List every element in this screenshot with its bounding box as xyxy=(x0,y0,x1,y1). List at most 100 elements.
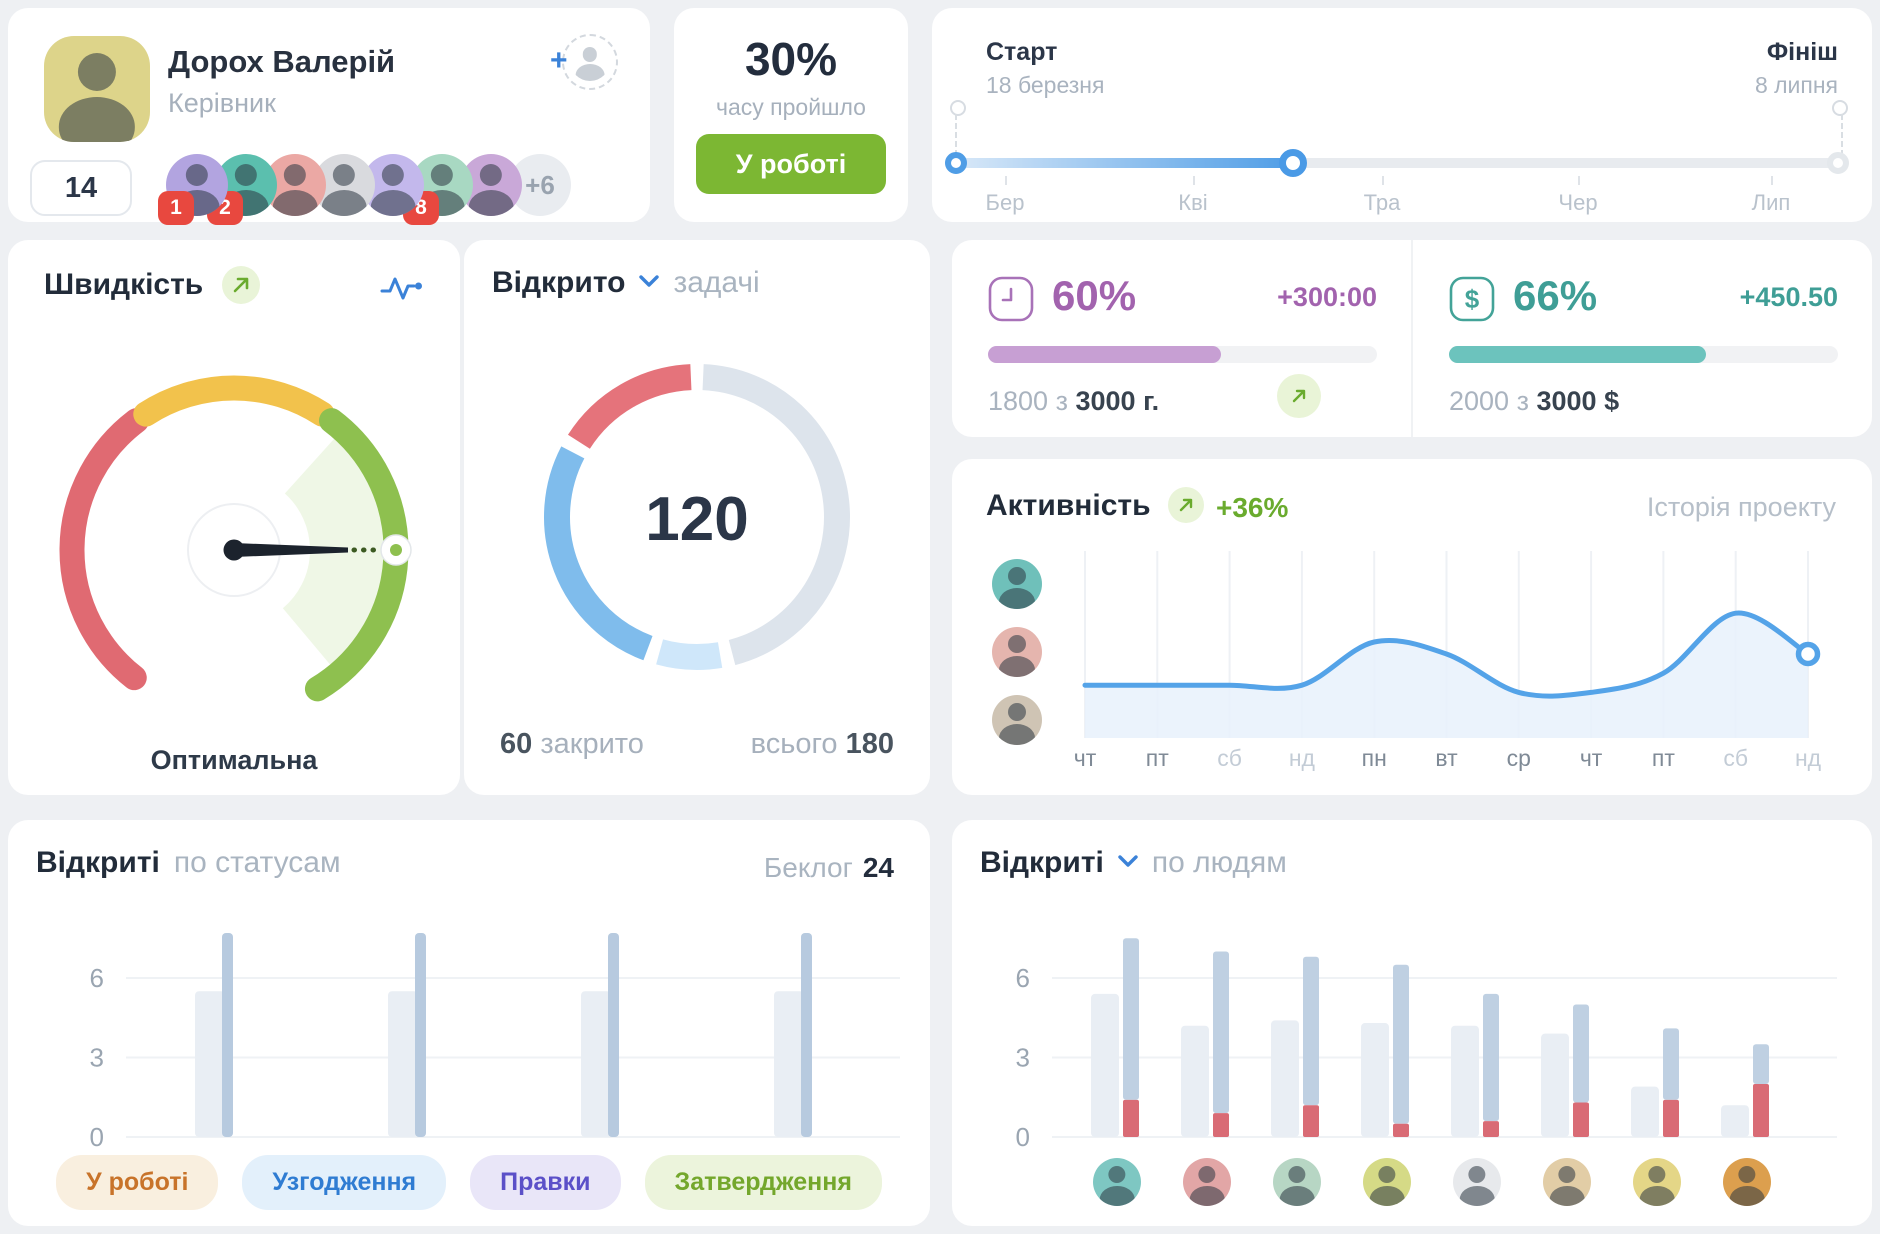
legend-chip[interactable]: У роботі xyxy=(56,1155,219,1210)
add-user-icon xyxy=(570,41,610,81)
timeline-tick xyxy=(1005,176,1007,185)
chevron-down-icon[interactable] xyxy=(639,274,660,292)
speed-gauge-chart xyxy=(59,375,412,702)
activity-day-label: пт xyxy=(1146,745,1169,771)
people-bar-overdue xyxy=(1213,1113,1229,1137)
y-axis-tick: 3 xyxy=(90,1043,104,1073)
people-bar-light xyxy=(1541,1033,1569,1137)
timeline-month-label: Чер xyxy=(1558,190,1598,215)
task-count-badge[interactable]: 14 xyxy=(30,160,132,216)
activity-day-label: пн xyxy=(1362,745,1387,771)
tasks-donut-chart xyxy=(544,364,850,670)
member-avatar[interactable] xyxy=(1633,1158,1681,1206)
activity-day-label: чт xyxy=(1580,745,1603,771)
time-elapsed-percent: 30% xyxy=(744,33,838,85)
member-avatar[interactable] xyxy=(1453,1158,1501,1206)
timeline-start-handle[interactable] xyxy=(945,152,967,174)
status-bar-accent xyxy=(608,932,619,1137)
timeline-track[interactable] xyxy=(956,158,1838,168)
timeline-month-label: Бер xyxy=(985,190,1025,215)
timeline-card: Старт 18 березня Фініш 8 липня Бер Кві Тра… xyxy=(932,8,1872,222)
time-elapsed-card: 30% часу пройшло У роботі xyxy=(674,8,908,222)
tasks-subtitle: задачі xyxy=(673,266,760,299)
status-button[interactable]: У роботі xyxy=(696,134,886,194)
status-bar-accent xyxy=(222,932,233,1137)
status-chart-card: Відкриті по статусам Беклог 24 6 3 0 У робо… xyxy=(8,820,930,1226)
member-avatar[interactable] xyxy=(1363,1158,1411,1206)
y-axis-tick: 0 xyxy=(90,1122,104,1152)
people-bar-open xyxy=(1753,1044,1769,1084)
money-progress-bar xyxy=(1449,346,1838,363)
status-bar xyxy=(581,991,611,1137)
chevron-down-icon[interactable] xyxy=(1118,854,1138,872)
open-tasks-card: Відкрито задачі 120 60 закрито всього 18… xyxy=(464,240,930,795)
legend-chip[interactable]: Затвердження xyxy=(644,1155,882,1210)
activity-day-label: пт xyxy=(1652,745,1675,771)
y-axis-tick: 0 xyxy=(1016,1122,1030,1152)
people-bar-overdue xyxy=(1573,1102,1589,1137)
timeline-finish-dot xyxy=(1832,100,1848,116)
people-bar-light xyxy=(1631,1086,1659,1137)
legend-chip[interactable]: Узгодження xyxy=(242,1155,447,1210)
timeline-finish-dash xyxy=(1841,114,1843,156)
plus-icon: + xyxy=(550,44,568,77)
member-avatar[interactable] xyxy=(992,559,1042,609)
people-bar-overdue xyxy=(1483,1121,1499,1137)
money-delta: +450.50 xyxy=(1739,282,1838,312)
money-percent: 66% xyxy=(1513,272,1598,319)
member-avatar[interactable] xyxy=(1723,1158,1771,1206)
member-avatar[interactable] xyxy=(1273,1158,1321,1206)
money-progress-text: 2000 з 3000 $ xyxy=(1449,386,1620,416)
status-bar xyxy=(195,991,225,1137)
legend-chip[interactable]: Правки xyxy=(470,1155,621,1210)
activity-card: чт пт сб нд пн вт ср чт пт сб нд Активність +36% І… xyxy=(952,459,1872,795)
status-legend: У роботі Узгодження Правки Затвердження xyxy=(8,1155,930,1210)
activity-delta: +36% xyxy=(1216,492,1289,523)
member-avatar[interactable] xyxy=(1543,1158,1591,1206)
people-bar-chart: 6 3 0 xyxy=(1016,938,1837,1152)
time-stat-panel: 60% +300:00 1800 з 3000 г. xyxy=(952,240,1411,437)
people-bar-overdue xyxy=(1393,1123,1409,1137)
team-avatar[interactable]: 1 xyxy=(158,154,228,225)
stats-card: 60% +300:00 1800 з 3000 г. $ 66% +450.50… xyxy=(952,240,1872,437)
activity-day-label: чт xyxy=(1074,745,1097,771)
status-bar-accent xyxy=(801,932,812,1137)
member-avatar[interactable] xyxy=(992,695,1042,745)
member-avatar[interactable] xyxy=(1093,1158,1141,1206)
timeline-tick xyxy=(1578,176,1580,185)
activity-line-chart: чт пт сб нд пн вт ср чт пт сб нд xyxy=(1074,551,1822,771)
y-axis-tick: 3 xyxy=(1016,1043,1030,1073)
open-tasks-count: 120 xyxy=(645,485,749,554)
backlog-counter: Беклог 24 xyxy=(763,852,894,883)
member-avatar[interactable] xyxy=(992,627,1042,677)
profile-avatar[interactable] xyxy=(44,36,150,142)
time-progress-fill xyxy=(988,346,1222,363)
people-chart-subtitle: по людям xyxy=(1151,846,1287,879)
profile-name: Дорох Валерій xyxy=(168,44,396,79)
people-bar-light xyxy=(1181,1025,1209,1137)
timeline-tick xyxy=(1771,176,1773,185)
pulse-icon xyxy=(380,274,424,307)
timeline-start-dash xyxy=(955,114,957,156)
timeline-current-handle[interactable] xyxy=(1279,149,1307,177)
clock-icon xyxy=(988,276,1034,327)
tasks-title: Відкрито xyxy=(492,266,626,299)
people-bar-overdue xyxy=(1303,1105,1319,1137)
timeline-finish-date: 8 липня xyxy=(1754,72,1838,98)
people-bar-open xyxy=(1123,938,1139,1100)
people-bar-open xyxy=(1213,951,1229,1114)
add-user-button[interactable]: + xyxy=(550,34,618,90)
people-bar-light xyxy=(1271,1020,1299,1137)
timeline-start-dot xyxy=(950,100,966,116)
trend-up-icon xyxy=(1277,374,1321,418)
project-history-link[interactable]: Історія проекту xyxy=(1646,492,1836,522)
time-percent: 60% xyxy=(1052,272,1137,319)
member-avatar[interactable] xyxy=(1183,1158,1231,1206)
trend-up-icon xyxy=(1168,487,1204,523)
timeline-start-label: Старт xyxy=(986,38,1058,66)
timeline-tick xyxy=(1193,176,1195,185)
money-progress-fill xyxy=(1449,346,1706,363)
timeline-end-handle[interactable] xyxy=(1827,152,1849,174)
time-elapsed-caption: часу пройшло xyxy=(716,94,866,120)
notification-badge: 1 xyxy=(158,191,194,225)
